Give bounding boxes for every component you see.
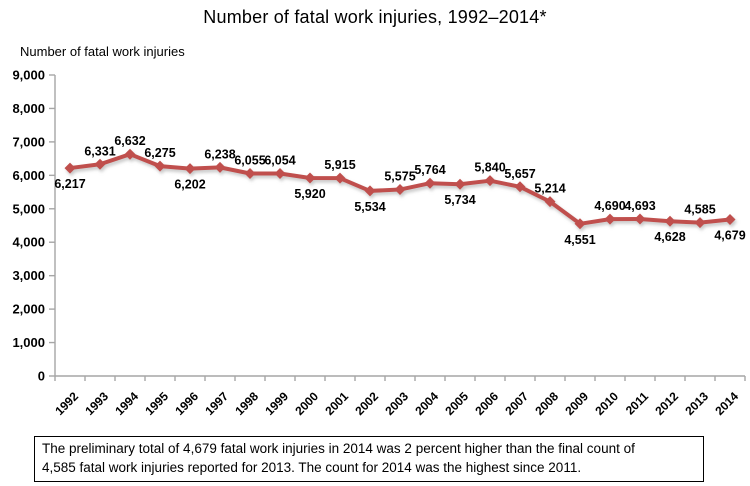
footnote-line-2: 4,585 fatal work injuries reported for 2… [42, 459, 582, 475]
chart-title: Number of fatal work injuries, 1992–2014… [203, 7, 547, 27]
x-tick-label: 2005 [442, 389, 471, 418]
data-point-2012 [664, 215, 676, 227]
x-tick-label: 2004 [412, 389, 441, 418]
data-point-1999 [274, 168, 286, 180]
data-point-1994 [124, 148, 136, 160]
y-tick-label: 6,000 [12, 168, 45, 183]
y-tick-label: 4,000 [12, 235, 45, 250]
data-point-1992 [64, 162, 76, 174]
x-tick-label: 1997 [202, 389, 231, 418]
data-label-2000: 5,920 [294, 187, 325, 201]
data-label-2013: 4,585 [684, 203, 715, 217]
x-tick-label: 1994 [112, 389, 141, 418]
data-point-2011 [634, 213, 646, 225]
data-label-1997: 6,238 [204, 147, 235, 161]
data-label-2009: 4,551 [564, 233, 595, 247]
y-tick-label: 5,000 [12, 201, 45, 216]
data-label-2007: 5,657 [504, 167, 535, 181]
x-tick-label: 2014 [712, 389, 741, 418]
x-tick-label: 2012 [652, 389, 681, 418]
data-label-2001: 5,915 [324, 158, 355, 172]
data-point-2003 [394, 184, 406, 196]
data-label-2014: 4,679 [714, 229, 745, 243]
data-point-2007 [514, 181, 526, 193]
data-label-1995: 6,275 [144, 146, 175, 160]
y-tick-label: 0 [38, 369, 45, 384]
x-tick-label: 1993 [82, 389, 111, 418]
x-tick-label: 1998 [232, 389, 261, 418]
footnote-box: The preliminary total of 4,679 fatal wor… [34, 436, 704, 482]
data-point-2001 [334, 172, 346, 184]
x-tick-label: 2003 [382, 389, 411, 418]
data-point-1993 [94, 158, 106, 170]
data-label-1998: 6,055 [234, 153, 265, 167]
data-point-2010 [604, 213, 616, 225]
data-label-2003: 5,575 [384, 170, 415, 184]
x-tick-label: 2011 [623, 389, 652, 418]
x-tick-label: 2009 [562, 389, 591, 418]
data-label-1994: 6,632 [114, 134, 145, 148]
data-point-2004 [424, 177, 436, 189]
data-label-1999: 6,054 [264, 154, 295, 168]
data-label-2004: 5,764 [414, 163, 445, 177]
y-tick-label: 3,000 [12, 268, 45, 283]
x-tick-label: 2008 [532, 389, 561, 418]
data-label-2002: 5,534 [354, 200, 385, 214]
data-point-2009 [574, 218, 586, 230]
data-point-2006 [484, 175, 496, 187]
x-tick-label: 1995 [142, 389, 171, 418]
data-label-2006: 5,840 [474, 161, 505, 175]
line-chart-plot: 0 1,000 2,000 3,000 4,000 5,000 6,000 7,000 8,00… [12, 68, 746, 418]
data-point-2000 [304, 172, 316, 184]
x-tick-label: 1996 [172, 389, 201, 418]
x-tick-label: 2000 [292, 389, 321, 418]
y-tick-label: 2,000 [12, 302, 45, 317]
data-label-2010: 4,690 [594, 199, 625, 213]
y-tick-label: 7,000 [12, 134, 45, 149]
x-tick-label: 2006 [472, 389, 501, 418]
y-tick-label: 1,000 [12, 335, 45, 350]
data-label-1996: 6,202 [174, 178, 205, 192]
y-tick-label: 8,000 [12, 101, 45, 116]
data-label-2012: 4,628 [654, 230, 685, 244]
series-fatal-injuries [64, 148, 736, 230]
data-point-1997 [214, 161, 226, 173]
data-label-1993: 6,331 [84, 144, 115, 158]
x-tick-label: 1992 [52, 389, 81, 418]
data-label-2011: 4,693 [624, 199, 655, 213]
data-point-1995 [154, 160, 166, 172]
x-tick-label: 2001 [322, 389, 351, 418]
data-point-1996 [184, 163, 196, 175]
footnote-line-1: The preliminary total of 4,679 fatal wor… [42, 441, 635, 456]
x-tick-label: 2007 [502, 389, 531, 418]
x-tick-label: 2002 [352, 389, 381, 418]
data-point-2005 [454, 178, 466, 190]
data-point-2002 [364, 185, 376, 197]
y-tick-label: 9,000 [12, 68, 45, 83]
data-label-1992: 6,217 [54, 177, 85, 191]
data-point-2013 [694, 217, 706, 229]
data-point-1998 [244, 167, 256, 179]
y-axis-title: Number of fatal work injuries [20, 44, 185, 59]
x-tick-label: 2010 [592, 389, 621, 418]
data-label-2008: 5,214 [534, 182, 565, 196]
data-label-2005: 5,734 [444, 193, 475, 207]
data-point-2014 [724, 214, 736, 226]
x-tick-label: 2013 [682, 389, 711, 418]
data-point-2008 [544, 196, 556, 208]
x-tick-label: 1999 [262, 389, 291, 418]
